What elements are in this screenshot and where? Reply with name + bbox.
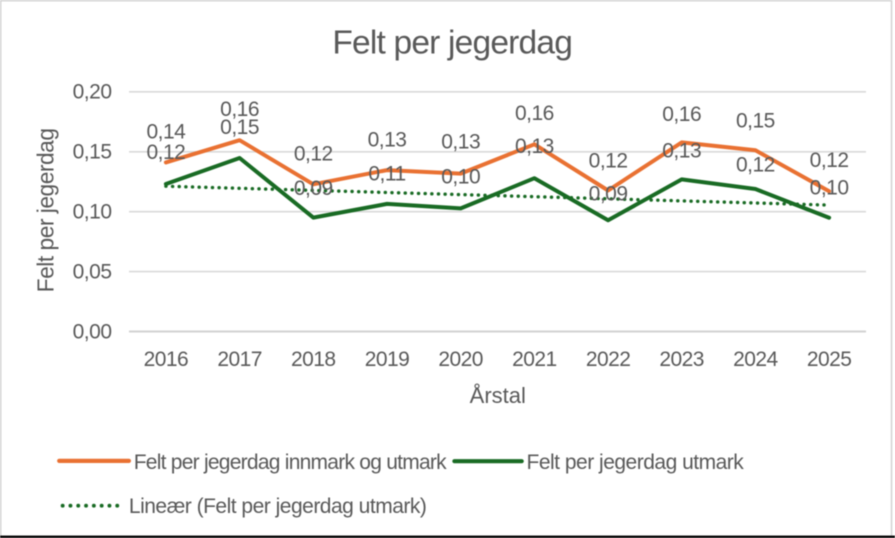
svg-text:0,15: 0,15 xyxy=(220,116,259,139)
svg-text:2019: 2019 xyxy=(365,348,410,371)
svg-text:Årstal: Årstal xyxy=(470,383,526,408)
svg-text:Lineær (Felt per jegerdag utma: Lineær (Felt per jegerdag utmark) xyxy=(129,495,426,518)
svg-text:0,16: 0,16 xyxy=(515,102,554,125)
svg-text:2024: 2024 xyxy=(733,348,778,371)
svg-text:0,10: 0,10 xyxy=(441,165,480,188)
svg-text:0,12: 0,12 xyxy=(294,143,333,166)
svg-text:0,13: 0,13 xyxy=(441,131,480,154)
svg-text:0,11: 0,11 xyxy=(368,162,405,185)
svg-text:0,15: 0,15 xyxy=(73,141,112,164)
svg-text:2017: 2017 xyxy=(217,348,262,371)
svg-text:2025: 2025 xyxy=(807,348,852,371)
svg-text:Felt per jegerdag innmark og u: Felt per jegerdag innmark og utmark xyxy=(134,451,447,474)
svg-text:Felt per jegerdag: Felt per jegerdag xyxy=(332,24,572,61)
svg-text:2021: 2021 xyxy=(512,348,557,371)
svg-text:0,13: 0,13 xyxy=(515,135,554,158)
svg-text:2020: 2020 xyxy=(438,348,483,371)
svg-text:2022: 2022 xyxy=(586,348,631,371)
svg-text:0,12: 0,12 xyxy=(146,141,185,164)
svg-text:Felt per jegerdag utmark: Felt per jegerdag utmark xyxy=(527,451,745,474)
svg-text:0,13: 0,13 xyxy=(368,129,407,152)
svg-text:2018: 2018 xyxy=(291,348,336,371)
svg-text:0,12: 0,12 xyxy=(810,149,849,172)
svg-text:0,05: 0,05 xyxy=(73,260,112,283)
svg-text:0,12: 0,12 xyxy=(589,149,628,172)
svg-text:0,16: 0,16 xyxy=(662,103,701,126)
svg-text:0,00: 0,00 xyxy=(73,320,112,343)
svg-text:0,09: 0,09 xyxy=(294,177,333,200)
svg-text:0,10: 0,10 xyxy=(810,177,849,200)
svg-text:0,10: 0,10 xyxy=(73,201,112,224)
svg-text:2016: 2016 xyxy=(144,348,189,371)
svg-text:0,14: 0,14 xyxy=(146,121,186,144)
svg-text:2023: 2023 xyxy=(659,348,704,371)
svg-text:Felt per jegerdag: Felt per jegerdag xyxy=(32,128,58,292)
svg-text:0,16: 0,16 xyxy=(220,98,259,121)
svg-text:0,09: 0,09 xyxy=(589,182,628,205)
svg-text:0,12: 0,12 xyxy=(736,153,775,176)
svg-text:0,20: 0,20 xyxy=(73,81,112,104)
svg-text:0,13: 0,13 xyxy=(662,140,701,163)
svg-text:0,15: 0,15 xyxy=(736,110,775,133)
